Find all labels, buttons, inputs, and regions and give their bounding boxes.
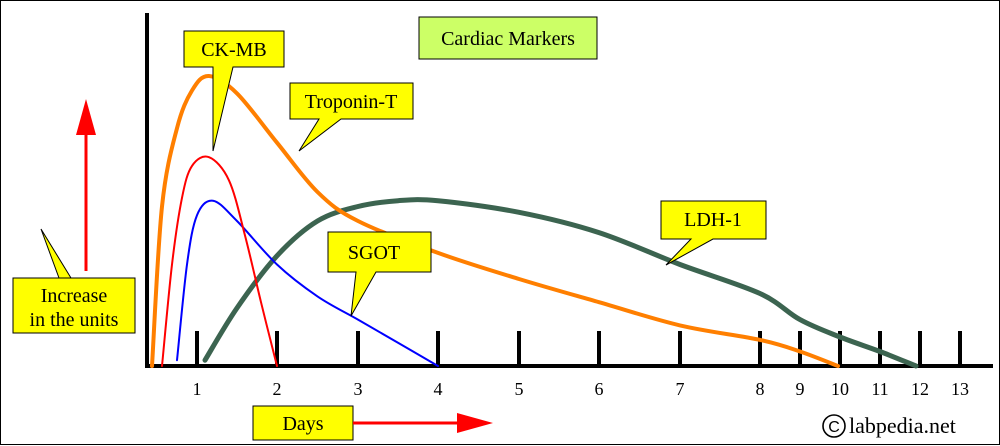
title-text: Cardiac Markers: [441, 28, 575, 50]
copyright-symbol: C: [828, 419, 840, 436]
title-box: [418, 16, 598, 60]
y-label-line2: in the units: [30, 309, 119, 331]
sgot-label: SGOT: [348, 242, 400, 264]
x-tick-label: 2: [273, 379, 282, 399]
series-line-ldh-1: [202, 197, 919, 369]
series-line-ck-mb: [161, 155, 278, 367]
ldh-label: LDH-1: [684, 209, 742, 231]
sgot-callout: SGOT: [327, 231, 432, 317]
x-tick-label: 12: [911, 379, 929, 399]
x-tick-label: 3: [354, 379, 363, 399]
x-tick-label: 4: [434, 379, 443, 399]
x-ticks: [195, 331, 962, 367]
x-axis-label: Days: [252, 405, 493, 441]
x-tick-label: 6: [595, 379, 604, 399]
y-arrow-head: [76, 99, 96, 135]
series-line-sgot: [176, 199, 439, 367]
y-label-line1: Increase: [41, 285, 108, 307]
y-label-callout-box: [12, 228, 136, 334]
x-tick-label: 8: [756, 379, 765, 399]
sgot-callout-box: [327, 231, 432, 317]
x-tick-label: 7: [676, 379, 685, 399]
copyright-icon: [822, 414, 846, 438]
x-tick-label: 11: [871, 379, 888, 399]
y-axis-label: Increase in the units: [12, 99, 136, 334]
troponin-label: Troponin-T: [305, 91, 398, 113]
x-tick-label: 10: [831, 379, 849, 399]
credit: C labpedia.net: [822, 413, 956, 438]
x-tick-label: 13: [951, 379, 969, 399]
x-tick-label: 1: [193, 379, 202, 399]
x-tick-labels: 1 2 3 4 5 6 7 8 9 10 11 12 13: [193, 379, 970, 399]
troponin-callout-box: [289, 82, 414, 152]
series-line-troponin-t: [150, 74, 840, 368]
troponin-callout: Troponin-T: [289, 82, 414, 152]
ck-mb-callout: CK-MB: [183, 30, 285, 152]
credit-text: labpedia.net: [849, 413, 956, 438]
ldh-callout-box: [660, 200, 767, 266]
chart-title: Cardiac Markers: [418, 16, 598, 60]
x-label-text: Days: [282, 413, 323, 435]
x-tick-label: 5: [515, 379, 524, 399]
ck-mb-label: CK-MB: [201, 39, 267, 61]
x-arrow-head: [457, 413, 493, 433]
x-tick-label: 9: [796, 379, 805, 399]
ck-mb-callout-box: [183, 30, 285, 152]
series-lines: [150, 74, 919, 369]
ldh-callout: LDH-1: [660, 200, 767, 266]
